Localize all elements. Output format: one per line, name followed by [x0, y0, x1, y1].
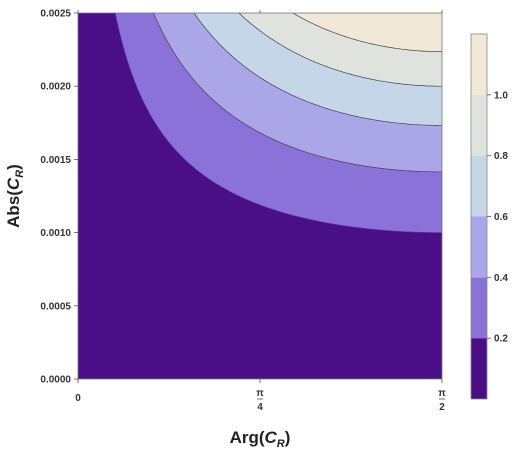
x-tick-denominator: 2 — [439, 402, 445, 413]
contour-line — [114, 13, 442, 233]
colorbar: 0.2 0.4 0.6 0.8 1.0 — [470, 33, 508, 400]
y-axis-label: Abs(CR) — [4, 164, 26, 228]
y-tick-label: 0.0010 — [40, 228, 71, 239]
colorbar-tick-label: 0.2 — [494, 334, 508, 345]
colorbar-segment — [471, 34, 487, 95]
colorbar-tick-label: 0.6 — [494, 212, 508, 223]
y-tick-label: 0.0020 — [40, 82, 71, 93]
y-tick-label: 0.0025 — [40, 9, 71, 20]
y-tick-label: 0.0005 — [40, 301, 71, 312]
x-tick-denominator: 4 — [257, 402, 263, 413]
y-tick-label: 0.0015 — [40, 155, 71, 166]
contour-line — [238, 13, 442, 87]
x-axis-ticks: 0 π 4 π 2 — [75, 10, 446, 413]
contour-line — [193, 13, 442, 126]
contour-lines — [114, 13, 442, 233]
contour-bands — [78, 13, 442, 379]
y-axis-ticks: 0.0000 0.0005 0.0010 0.0015 0.0020 0.0025 — [40, 9, 78, 386]
colorbar-tick-label: 0.4 — [494, 273, 508, 284]
x-axis-label: Arg(CR) — [230, 428, 291, 450]
y-tick-label: 0.0000 — [40, 375, 71, 386]
colorbar-tick-label: 1.0 — [494, 90, 508, 101]
x-tick-numerator: π — [438, 388, 446, 399]
contour-band — [292, 13, 442, 52]
contour-line — [153, 13, 442, 173]
contour-line — [292, 13, 442, 52]
colorbar-segment — [471, 216, 487, 278]
colorbar-segment — [471, 155, 487, 217]
colorbar-segment — [471, 338, 487, 399]
x-tick-label: 0 — [75, 393, 81, 404]
colorbar-segment — [471, 277, 487, 339]
colorbar-tick-label: 0.8 — [494, 151, 508, 162]
x-tick-numerator: π — [256, 388, 264, 399]
colorbar-segment — [471, 94, 487, 156]
